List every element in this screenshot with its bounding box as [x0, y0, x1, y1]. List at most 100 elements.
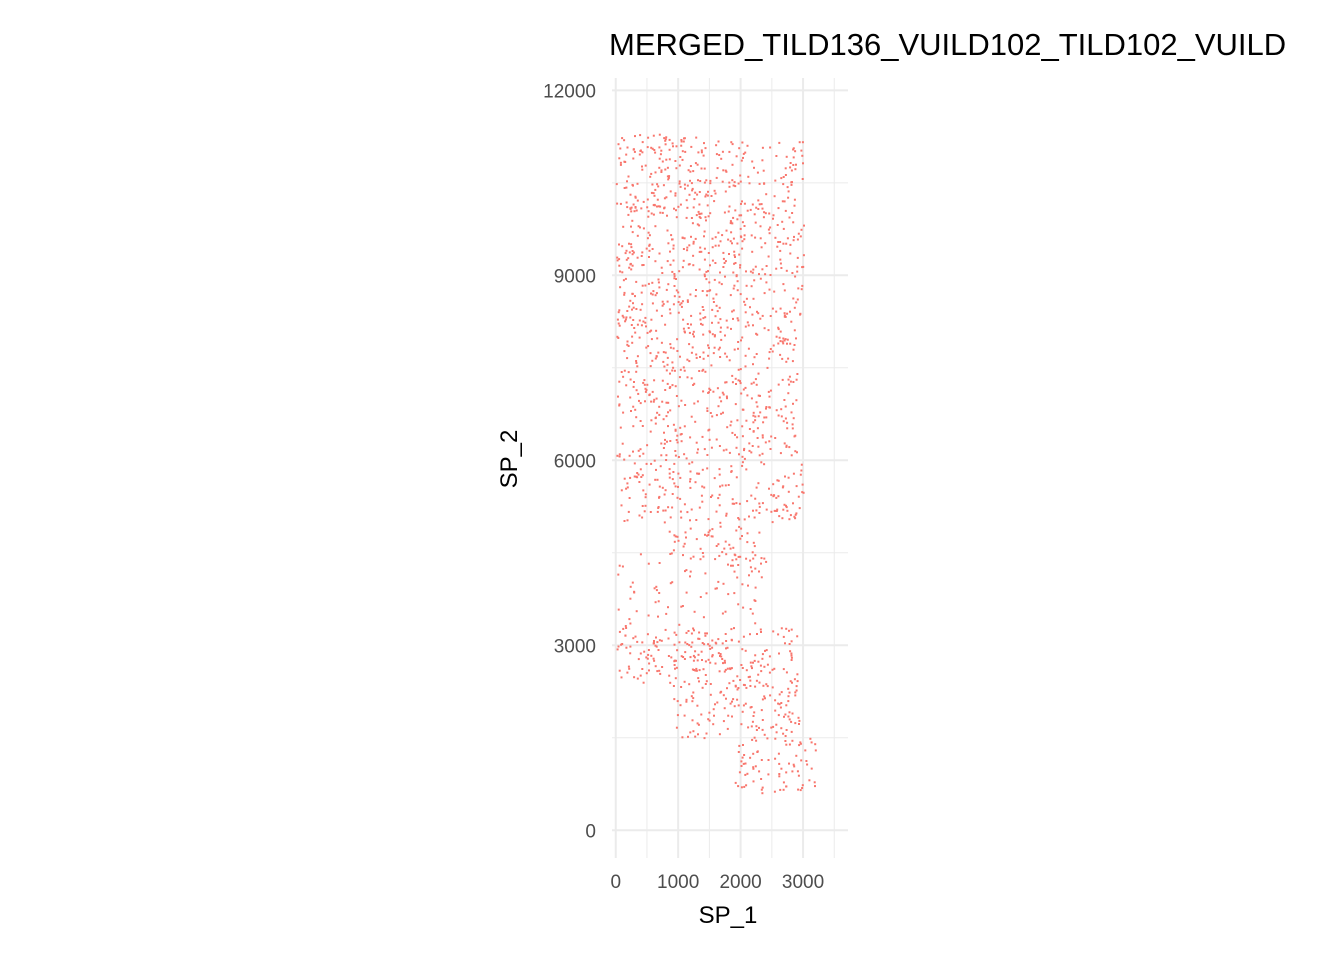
data-point: [665, 415, 668, 418]
data-point: [662, 509, 665, 512]
data-point: [695, 667, 698, 670]
data-point: [765, 683, 768, 686]
data-point: [669, 582, 672, 585]
data-point: [626, 206, 629, 209]
data-point: [668, 674, 671, 677]
data-point: [784, 417, 787, 420]
data-point: [755, 509, 758, 512]
data-point: [723, 659, 726, 662]
data-point: [681, 150, 684, 153]
data-point: [733, 502, 736, 505]
data-point: [667, 655, 670, 657]
data-point: [752, 297, 755, 300]
data-point: [774, 699, 777, 702]
data-point: [796, 238, 799, 241]
data-point: [680, 144, 683, 147]
data-point: [752, 381, 755, 384]
data-point: [636, 476, 639, 479]
data-point: [628, 305, 631, 308]
data-point: [718, 445, 721, 447]
data-point: [758, 505, 761, 508]
data-point: [634, 635, 637, 638]
data-point: [706, 290, 709, 293]
data-point: [628, 242, 630, 245]
data-point: [733, 250, 736, 253]
data-point: [617, 143, 620, 146]
data-point: [673, 285, 676, 287]
data-point: [658, 146, 661, 149]
data-point: [724, 275, 726, 278]
chart-title: MERGED_TILD136_VUILD102_TILD102_VUILD: [609, 27, 1286, 62]
data-point: [711, 528, 714, 531]
data-point: [792, 147, 795, 150]
data-point: [786, 312, 789, 315]
data-point: [673, 631, 676, 634]
data-point: [687, 327, 690, 329]
data-point: [772, 214, 775, 217]
data-point: [658, 166, 661, 169]
data-point: [722, 662, 724, 665]
data-point: [762, 684, 765, 687]
data-point: [754, 554, 757, 557]
data-point: [778, 336, 781, 339]
x-tick-label: 0: [610, 872, 621, 893]
data-point: [739, 555, 742, 558]
data-point: [730, 465, 733, 468]
data-point: [787, 490, 790, 493]
data-point: [698, 506, 701, 509]
data-point: [731, 310, 734, 313]
data-point: [708, 711, 711, 714]
data-point: [738, 771, 741, 774]
data-point: [672, 145, 674, 148]
data-point: [622, 375, 625, 378]
data-point: [720, 690, 723, 693]
data-point: [638, 481, 641, 483]
data-point: [777, 328, 780, 331]
data-point: [788, 643, 791, 645]
data-point: [654, 188, 657, 191]
data-point: [741, 336, 744, 339]
data-point: [639, 402, 642, 405]
data-point: [801, 787, 804, 789]
data-point: [749, 706, 752, 709]
data-point: [703, 181, 706, 184]
data-point: [721, 150, 724, 153]
data-point: [798, 141, 801, 144]
data-point: [618, 403, 621, 406]
data-point: [761, 719, 764, 721]
data-point: [673, 273, 676, 275]
data-point: [663, 442, 666, 445]
data-point: [685, 631, 688, 634]
data-point: [616, 648, 619, 651]
data-point: [633, 676, 636, 679]
data-point: [794, 691, 797, 694]
data-point: [636, 677, 639, 680]
data-point: [738, 253, 741, 256]
data-point: [692, 691, 695, 694]
data-point: [751, 612, 754, 615]
data-point: [657, 278, 660, 281]
data-point: [768, 351, 771, 354]
data-point: [661, 300, 664, 303]
data-point: [646, 206, 649, 209]
data-point: [641, 151, 644, 154]
data-point: [644, 504, 647, 507]
data-point: [774, 437, 777, 439]
data-point: [791, 427, 794, 430]
data-point: [714, 587, 717, 590]
data-point: [711, 415, 714, 418]
data-point: [710, 496, 712, 498]
data-point: [743, 457, 746, 460]
data-point: [698, 669, 701, 672]
data-point: [682, 656, 685, 658]
data-point: [686, 246, 689, 249]
data-point: [699, 180, 702, 182]
data-point: [630, 243, 633, 246]
data-point: [718, 554, 721, 557]
data-point: [775, 310, 778, 313]
data-point: [746, 394, 749, 397]
data-point: [719, 653, 722, 655]
data-point: [730, 470, 733, 473]
data-point: [683, 183, 686, 186]
data-point: [625, 153, 628, 156]
